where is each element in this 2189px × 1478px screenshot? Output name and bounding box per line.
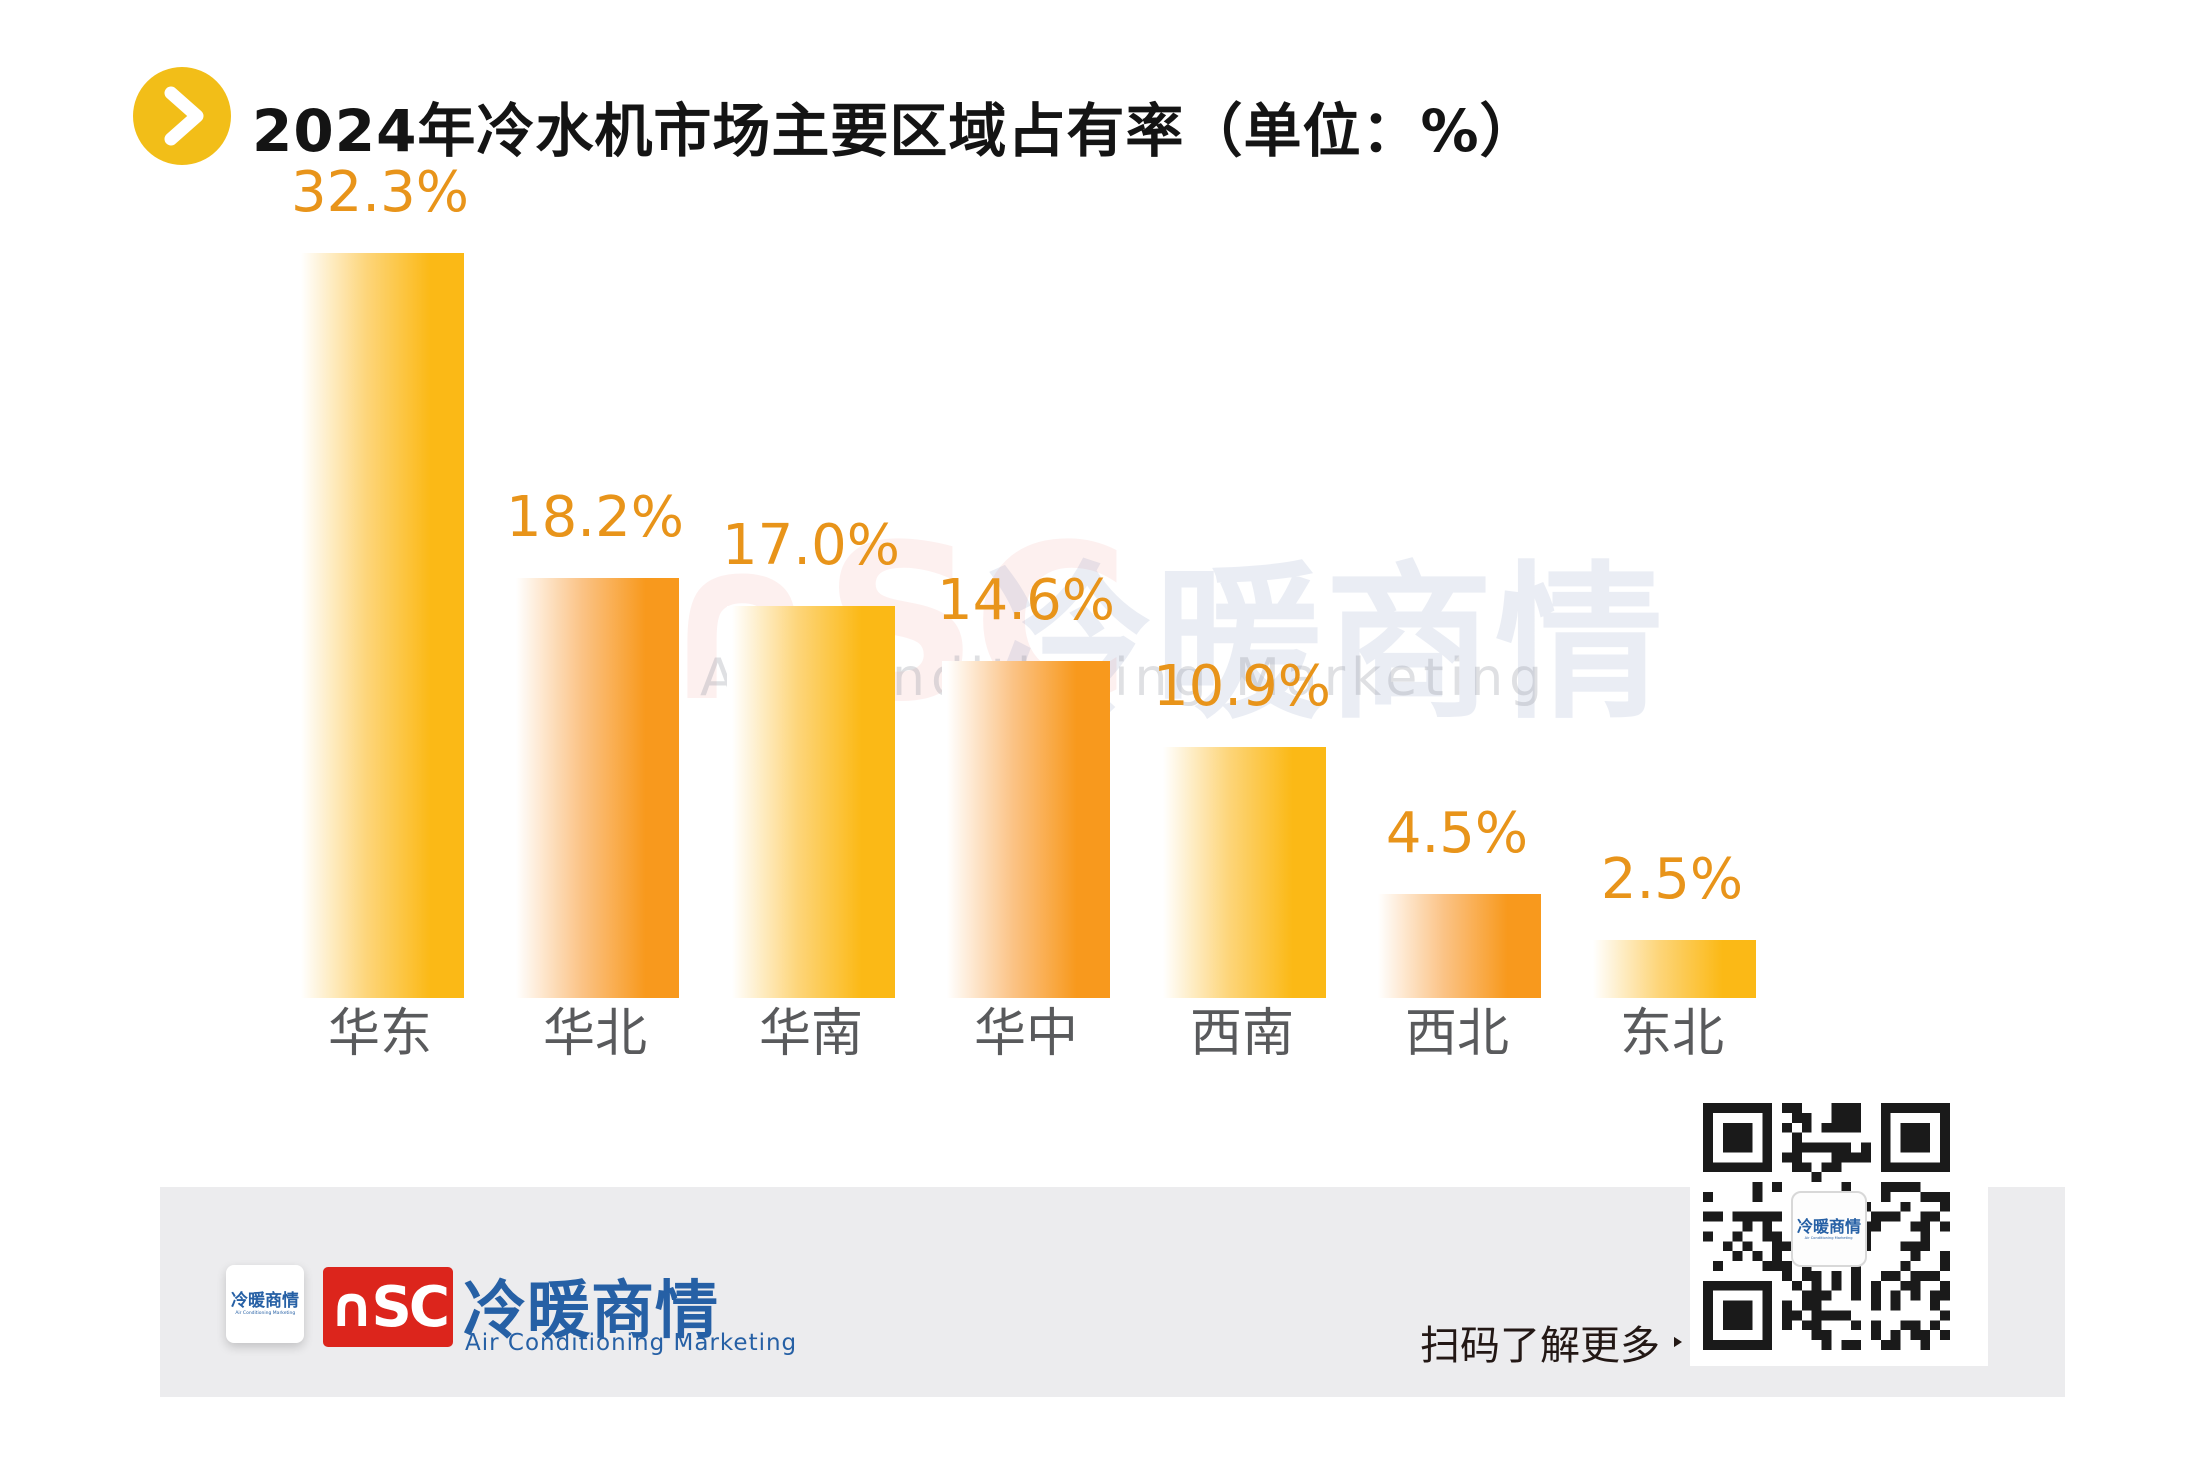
qr-center-logo-subtext: Air Conditioning Marketing (1805, 1235, 1853, 1240)
value-label: 10.9% (1153, 654, 1331, 719)
asc-logo: ∩SC (323, 1267, 453, 1347)
footer-brand-name: 冷暖商情 (463, 1274, 719, 1347)
category-label: 华中 (973, 1004, 1078, 1064)
bar-东北 (1588, 940, 1756, 998)
category-label: 华东 (327, 1004, 432, 1064)
value-label: 14.6% (937, 568, 1115, 633)
mini-logo-subtext: Air Conditioning Marketing (235, 1310, 295, 1316)
bar-华东 (296, 253, 464, 998)
scan-code-hint: 扫码了解更多 (1420, 1313, 1682, 1371)
footer-brand-tagline: Air Conditioning Marketing (465, 1330, 798, 1356)
qr-center-logo-card: 冷暖商情 Air Conditioning Marketing (1791, 1191, 1867, 1267)
category-label: 东北 (1619, 1004, 1724, 1064)
qr-code (1703, 1103, 1950, 1350)
bar-西北 (1373, 894, 1541, 998)
play-triangle-icon (1674, 1336, 1682, 1348)
category-label: 华北 (542, 1004, 647, 1064)
value-label: 17.0% (722, 513, 900, 578)
value-label: 4.5% (1385, 801, 1529, 866)
qr-center-logo-text: 冷暖商情 (1796, 1217, 1861, 1236)
mini-logo-text: 冷暖商情 (231, 1291, 299, 1311)
value-label: 2.5% (1600, 847, 1744, 912)
value-label: 32.3% (291, 160, 469, 225)
bar-西南 (1158, 747, 1326, 998)
bar-华中 (942, 661, 1110, 998)
value-label: 18.2% (506, 485, 684, 550)
title-bullet-chevron-icon (133, 67, 231, 165)
scan-code-text: 扫码了解更多 (1420, 1323, 1660, 1369)
bar-华南 (727, 606, 895, 998)
category-label: 西北 (1404, 1004, 1509, 1064)
footer-mini-logo-card: 冷暖商情 Air Conditioning Marketing (226, 1265, 304, 1343)
category-label: 华南 (758, 1004, 863, 1064)
page-title: 2024年冷水机市场主要区域占有率（单位：%） (252, 97, 1539, 165)
category-label: 西南 (1189, 1004, 1294, 1064)
bar-华北 (511, 578, 679, 998)
